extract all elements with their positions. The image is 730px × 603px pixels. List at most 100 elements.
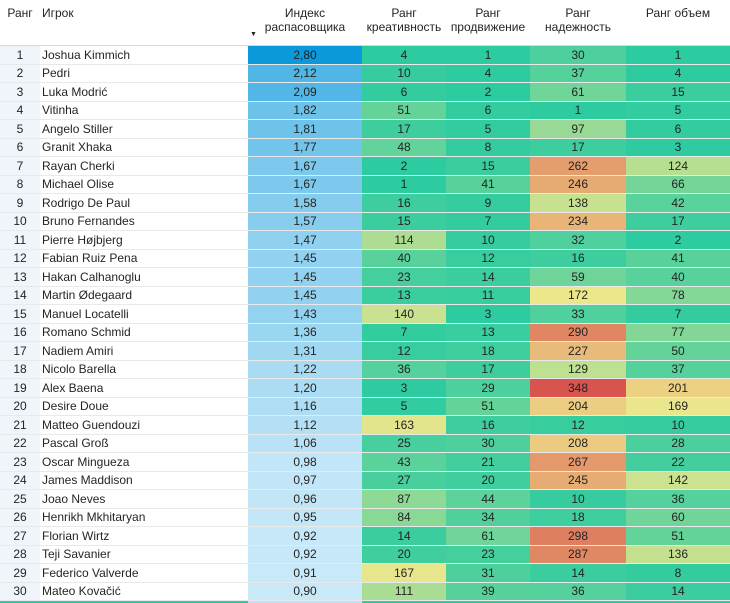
reliability-cell[interactable]: 298 [530,527,626,546]
rank-cell[interactable]: 23 [0,453,40,472]
column-header-creativity[interactable]: Ранг креативность [362,0,446,45]
reliability-cell[interactable]: 14 [530,564,626,583]
player-cell[interactable]: Desire Doue [40,398,248,416]
creativity-cell[interactable]: 4 [362,46,446,65]
rank-cell[interactable]: 5 [0,120,40,139]
index-cell[interactable]: 1,22 [248,360,362,379]
rank-cell[interactable]: 15 [0,305,40,324]
creativity-cell[interactable]: 12 [362,342,446,361]
rank-cell[interactable]: 29 [0,564,40,583]
reliability-cell[interactable]: 234 [530,212,626,231]
reliability-cell[interactable]: 245 [530,471,626,490]
volume-cell[interactable]: 37 [626,360,730,379]
volume-cell[interactable]: 201 [626,379,730,398]
player-cell[interactable]: Rayan Cherki [40,157,248,176]
reliability-cell[interactable]: 32 [530,231,626,250]
player-cell[interactable]: Teji Savanier [40,546,248,564]
rank-cell[interactable]: 9 [0,194,40,213]
player-cell[interactable]: Federico Valverde [40,564,248,583]
volume-cell[interactable]: 40 [626,268,730,287]
index-cell[interactable]: 1,57 [248,212,362,231]
rank-cell[interactable]: 26 [0,508,40,527]
reliability-cell[interactable]: 267 [530,453,626,472]
index-cell[interactable]: 1,47 [248,231,362,250]
rank-cell[interactable]: 22 [0,434,40,453]
volume-cell[interactable]: 50 [626,342,730,361]
player-cell[interactable]: Romano Schmid [40,324,248,342]
player-cell[interactable]: Manuel Locatelli [40,305,248,324]
player-cell[interactable]: Florian Wirtz [40,527,248,546]
reliability-cell[interactable]: 287 [530,545,626,564]
rank-cell[interactable]: 17 [0,342,40,361]
creativity-cell[interactable]: 87 [362,490,446,509]
progression-cell[interactable]: 23 [446,545,530,564]
player-cell[interactable]: Henrikh Mkhitaryan [40,509,248,527]
player-cell[interactable]: Oscar Mingueza [40,453,248,472]
player-cell[interactable]: Fabian Ruiz Pena [40,250,248,268]
rank-cell[interactable]: 1 [0,46,40,65]
rank-cell[interactable]: 16 [0,323,40,342]
creativity-cell[interactable]: 43 [362,453,446,472]
progression-cell[interactable]: 34 [446,508,530,527]
index-cell[interactable]: 1,36 [248,323,362,342]
progression-cell[interactable]: 2 [446,83,530,102]
creativity-cell[interactable]: 140 [362,305,446,324]
creativity-cell[interactable]: 7 [362,323,446,342]
reliability-cell[interactable]: 1 [530,101,626,120]
player-cell[interactable]: Hakan Calhanoglu [40,268,248,287]
rank-cell[interactable]: 28 [0,545,40,564]
index-cell[interactable]: 0,92 [248,527,362,546]
progression-cell[interactable]: 14 [446,268,530,287]
volume-cell[interactable]: 28 [626,434,730,453]
creativity-cell[interactable]: 23 [362,268,446,287]
creativity-cell[interactable]: 6 [362,83,446,102]
reliability-cell[interactable]: 16 [530,249,626,268]
player-cell[interactable]: Pascal Groß [40,435,248,453]
progression-cell[interactable]: 5 [446,120,530,139]
progression-cell[interactable]: 6 [446,101,530,120]
volume-cell[interactable]: 4 [626,64,730,83]
rank-cell[interactable]: 2 [0,64,40,83]
index-cell[interactable]: 1,20 [248,379,362,398]
index-cell[interactable]: 1,45 [248,286,362,305]
creativity-cell[interactable]: 36 [362,360,446,379]
rank-cell[interactable]: 21 [0,416,40,435]
progression-cell[interactable]: 12 [446,249,530,268]
index-cell[interactable]: 2,12 [248,64,362,83]
volume-cell[interactable]: 2 [626,231,730,250]
creativity-cell[interactable]: 167 [362,564,446,583]
column-header-volume[interactable]: Ранг объем [626,0,730,45]
index-cell[interactable]: 0,98 [248,453,362,472]
creativity-cell[interactable]: 16 [362,194,446,213]
index-cell[interactable]: 1,31 [248,342,362,361]
volume-cell[interactable]: 51 [626,527,730,546]
volume-cell[interactable]: 78 [626,286,730,305]
progression-cell[interactable]: 20 [446,471,530,490]
player-cell[interactable]: Angelo Stiller [40,120,248,139]
creativity-cell[interactable]: 40 [362,249,446,268]
index-cell[interactable]: 0,91 [248,564,362,583]
volume-cell[interactable]: 60 [626,508,730,527]
rank-cell[interactable]: 3 [0,83,40,102]
rank-cell[interactable]: 12 [0,249,40,268]
reliability-cell[interactable]: 33 [530,305,626,324]
creativity-cell[interactable]: 114 [362,231,446,250]
index-cell[interactable]: 0,90 [248,582,362,601]
reliability-cell[interactable]: 61 [530,83,626,102]
rank-cell[interactable]: 30 [0,582,40,601]
player-cell[interactable]: Michael Olise [40,176,248,194]
creativity-cell[interactable]: 84 [362,508,446,527]
volume-cell[interactable]: 136 [626,545,730,564]
volume-cell[interactable]: 1 [626,46,730,65]
index-cell[interactable]: 1,45 [248,268,362,287]
progression-cell[interactable]: 16 [446,416,530,435]
reliability-cell[interactable]: 290 [530,323,626,342]
creativity-cell[interactable]: 5 [362,397,446,416]
creativity-cell[interactable]: 111 [362,582,446,601]
rank-cell[interactable]: 18 [0,360,40,379]
player-cell[interactable]: Vitinha [40,102,248,120]
player-cell[interactable]: Nadiem Amiri [40,342,248,361]
index-cell[interactable]: 1,67 [248,157,362,176]
column-header-player[interactable]: Игрок [40,0,248,45]
progression-cell[interactable]: 39 [446,582,530,601]
